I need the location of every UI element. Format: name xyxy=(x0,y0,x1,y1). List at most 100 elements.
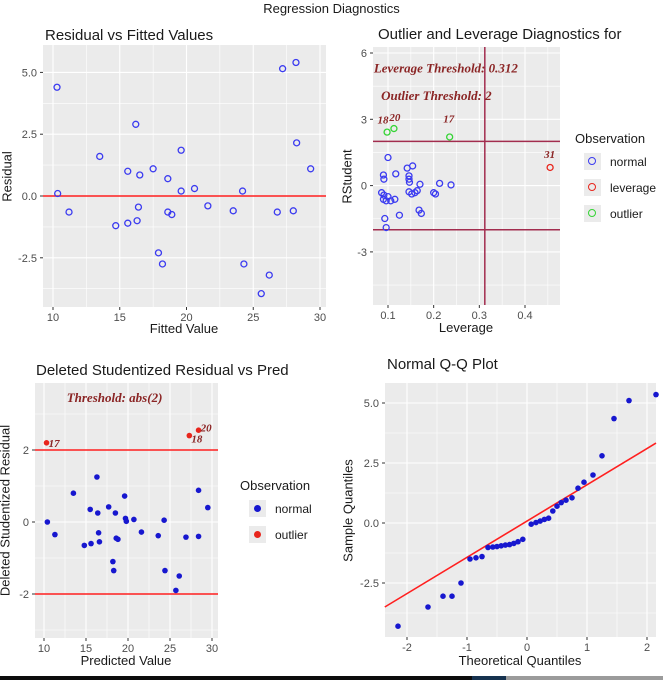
data-point-sample xyxy=(515,538,521,545)
data-point-sample xyxy=(533,519,539,526)
data-point-residuals xyxy=(133,217,141,225)
data-point-residuals xyxy=(124,167,132,175)
y-tick-label: 6 xyxy=(361,48,367,60)
data-point-residuals xyxy=(177,187,185,195)
data-point-normal xyxy=(416,180,424,188)
bottom-scrollbar-thumb-accent[interactable] xyxy=(472,676,506,680)
data-point-normal xyxy=(431,190,440,198)
data-point-normal xyxy=(162,567,168,574)
x-axis-title-leverage: Leverage xyxy=(438,320,494,335)
y-tick-label: -3 xyxy=(357,247,367,259)
x-tick-label: 25 xyxy=(247,312,259,324)
point-label: 17 xyxy=(443,114,455,126)
x-tick-label: 1 xyxy=(584,642,590,654)
data-point-normal xyxy=(384,153,392,162)
data-point-sample xyxy=(558,499,564,506)
panel-title-residual-vs-fitted: Residual vs Fitted Values xyxy=(45,27,214,44)
x-axis-title-predicted-value: Predicted Value xyxy=(80,653,172,668)
y-tick-label: -2.5 xyxy=(18,253,37,265)
legend-key-box xyxy=(584,153,601,170)
data-point-outlier xyxy=(195,427,202,434)
data-point-sample xyxy=(520,536,526,543)
legend-entry-normal: normal xyxy=(575,153,663,173)
bottom-scrollbar-track[interactable] xyxy=(506,676,663,680)
point-label: 17 xyxy=(49,438,61,450)
x-tick-label: 2 xyxy=(644,642,650,654)
data-point-normal xyxy=(173,587,179,594)
x-tick-label: 15 xyxy=(80,643,92,655)
data-point-normal xyxy=(115,536,121,543)
x-tick-label: -1 xyxy=(462,642,472,654)
legend-label: outlier xyxy=(275,528,308,542)
data-point-residuals xyxy=(149,165,157,173)
data-point-normal xyxy=(379,171,388,179)
data-point-residuals xyxy=(265,271,273,279)
data-point-sample xyxy=(581,479,587,486)
data-point-normal xyxy=(123,518,130,525)
x-tick-label: 10 xyxy=(38,643,50,655)
data-point-residuals xyxy=(240,260,248,268)
panel-title-outlier-leverage: Outlier and Leverage Diagnostics for xyxy=(378,26,622,43)
data-point-normal xyxy=(430,189,438,197)
legend-label: normal xyxy=(275,502,312,516)
data-point-residuals xyxy=(112,222,120,230)
data-point-normal xyxy=(417,209,425,218)
legend-marker-leverage-icon xyxy=(588,183,596,191)
legend-observation-dsr: Observation normal outlier xyxy=(240,478,325,558)
data-point-normal xyxy=(94,510,101,516)
y-tick-label: 2 xyxy=(23,445,29,457)
data-point-normal xyxy=(381,214,389,223)
x-tick-label: 15 xyxy=(114,312,126,324)
data-point-sample xyxy=(473,555,479,561)
data-point-residuals xyxy=(124,219,132,227)
data-point-normal xyxy=(409,162,417,170)
data-point-sample xyxy=(569,495,575,501)
x-tick-label: 10 xyxy=(47,312,59,324)
legend-title: Observation xyxy=(575,131,646,146)
y-tick-label: 0 xyxy=(361,181,367,193)
data-point-normal xyxy=(195,533,202,540)
panel-3: -2 -1 0 1 2 5.0 2.5 0.0 -2.5 xyxy=(360,383,659,654)
data-point-normal xyxy=(95,530,102,536)
x-tick-label: 30 xyxy=(314,312,326,324)
threshold-annotation: Outlier Threshold: 2 xyxy=(381,88,492,103)
x-tick-label: 30 xyxy=(206,643,218,655)
x-tick-label: 0 xyxy=(524,642,530,654)
x-tick-label: 20 xyxy=(180,312,192,324)
data-point-normal xyxy=(435,179,444,188)
data-point-normal xyxy=(382,197,390,205)
data-point-normal xyxy=(81,542,88,549)
data-point-normal xyxy=(183,534,189,540)
legend-marker-normal-icon xyxy=(254,505,261,512)
data-point-sample xyxy=(490,544,496,550)
legend-key-box xyxy=(249,500,266,517)
data-point-normal xyxy=(161,517,167,523)
data-point-sample xyxy=(626,397,632,404)
data-point-residuals xyxy=(164,175,172,183)
x-axis-title-fitted-value: Fitted Value xyxy=(149,321,219,336)
point-label: 18 xyxy=(377,115,389,127)
y-tick-label: -2 xyxy=(19,589,29,601)
data-point-sample xyxy=(590,472,596,478)
data-point-sample xyxy=(449,593,455,599)
x-tick-label: 0.2 xyxy=(426,310,441,322)
x-axis-title-theoretical-quantiles: Theoretical Quantiles xyxy=(458,653,582,668)
data-point-sample xyxy=(485,544,491,551)
y-tick-label: 2.5 xyxy=(22,129,37,141)
qq-reference-line xyxy=(384,442,657,608)
bottom-scrollbar-thumb[interactable] xyxy=(0,676,472,680)
data-point-sample xyxy=(653,391,659,398)
data-point-normal xyxy=(392,170,400,178)
data-point-outlier xyxy=(43,440,50,446)
data-point-sample xyxy=(550,508,556,514)
data-point-normal xyxy=(380,175,388,183)
threshold-annotation: Leverage Threshold: 0.312 xyxy=(373,60,519,75)
legend-marker-outlier-icon xyxy=(254,531,261,538)
panel-title-deleted-studentized: Deleted Studentized Residual vs Pred xyxy=(36,362,289,379)
y-tick-label: 0 xyxy=(23,517,29,529)
legend-title: Observation xyxy=(240,478,311,493)
data-point-normal xyxy=(387,197,395,205)
